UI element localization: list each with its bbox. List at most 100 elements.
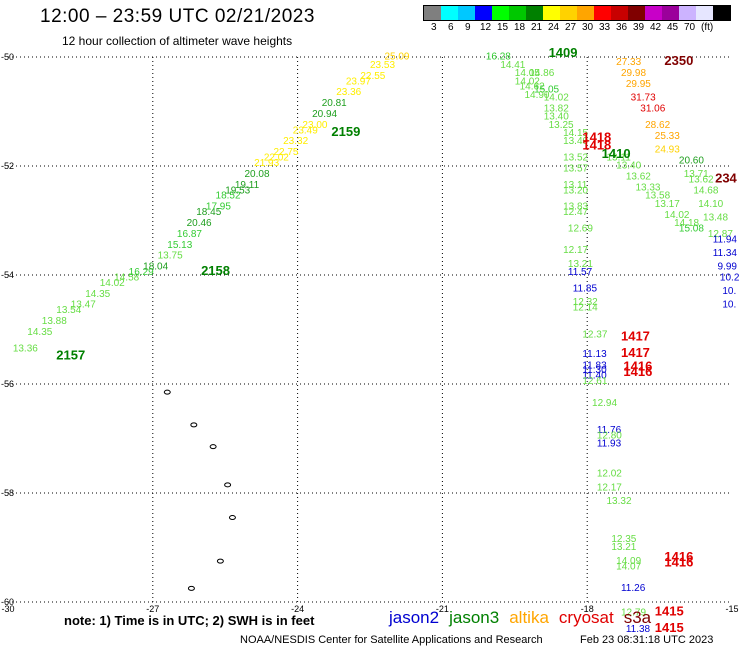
legend-swatch	[458, 6, 475, 20]
x-tick-label: -30	[1, 604, 14, 614]
wave-height-value: 13.75	[158, 251, 183, 262]
wave-height-value: 12.87	[708, 229, 733, 240]
wave-height-value: 13.40	[616, 161, 641, 172]
legend-swatch	[475, 6, 492, 20]
footnote: note: 1) Time is in UTC; 2) SWH is in fe…	[64, 613, 315, 628]
legend-label: 15	[497, 22, 509, 33]
wave-height-value: 11.93	[597, 439, 622, 450]
wave-height-value: 13.52	[563, 153, 588, 164]
mission-legend-item: altika	[509, 608, 549, 627]
wave-height-value: 14.41	[500, 60, 525, 71]
mission-legend-item: s3a	[623, 608, 652, 627]
wave-height-value: 13.17	[655, 199, 680, 210]
wave-height-value: 22.75	[273, 147, 298, 158]
x-tick-label: -27	[146, 604, 159, 614]
wave-height-value: 12.02	[597, 469, 622, 480]
wave-height-value: 15.13	[167, 240, 192, 251]
legend-label: 6	[448, 22, 454, 33]
legend-label: 12	[480, 22, 492, 33]
wave-height-value: 12.69	[568, 223, 593, 234]
wave-height-value: 20.60	[679, 155, 704, 166]
wave-height-value: 20.46	[187, 218, 212, 229]
legend-swatch	[696, 6, 713, 20]
pass-number-label: 2350	[664, 53, 693, 68]
wave-height-value: 31.73	[631, 93, 656, 104]
wave-height-value: 12.61	[582, 376, 607, 387]
wave-height-value: 14.09	[616, 556, 641, 567]
legend-label: 33	[599, 22, 611, 33]
generated-timestamp: Feb 23 08:31:18 UTC 2023	[580, 634, 714, 646]
wave-height-value: 14.86	[529, 68, 554, 79]
legend-label: 39	[633, 22, 645, 33]
wave-height-value: 14.90	[524, 90, 549, 101]
wave-height-value: 12.32	[573, 297, 598, 308]
wave-height-value: 20.81	[322, 98, 347, 109]
wave-height-value: 14.05	[515, 68, 540, 79]
wave-height-value: 11.40	[582, 371, 607, 382]
wave-height-value: 20.08	[245, 169, 270, 180]
island-outline	[190, 422, 198, 428]
wave-height-value: 13.57	[563, 163, 588, 174]
wave-height-value: 15.08	[679, 223, 704, 234]
wave-height-value: 14.15	[563, 128, 588, 139]
legend-swatch	[509, 6, 526, 20]
wave-height-value: 12.14	[573, 302, 598, 313]
island-outline	[163, 389, 171, 395]
wave-height-value: 12.80	[597, 431, 622, 442]
pass-number-label: 1416	[623, 364, 652, 379]
pass-number-label: 1409	[549, 45, 578, 60]
wave-height-value: 11.34	[713, 248, 738, 259]
pass-number-label: 1416	[623, 358, 652, 373]
wave-height-value: 14.58	[114, 272, 139, 283]
wave-height-value: 13.83	[563, 202, 588, 213]
wave-height-value: 29.98	[621, 68, 646, 79]
x-tick-label: -21	[436, 604, 449, 614]
y-tick-label: -60	[1, 597, 14, 607]
wave-height-value: 21.93	[254, 158, 279, 169]
wave-height-value: 11.26	[621, 583, 646, 594]
wave-height-value: 11.30	[582, 365, 607, 376]
wave-height-value: 11.83	[582, 361, 607, 372]
wave-height-value: 11.13	[582, 349, 607, 360]
wave-height-value: 13.71	[684, 169, 709, 180]
wave-height-value: 18.04	[143, 262, 168, 273]
mission-legend: jason2 jason3 altika cryosat s3a	[389, 608, 661, 628]
legend-swatch	[441, 6, 458, 20]
pass-number-label: 2157	[56, 347, 85, 362]
wave-height-value: 14.35	[27, 327, 52, 338]
legend-label: 70	[684, 22, 696, 33]
wave-height-value: 11.85	[573, 283, 598, 294]
wave-height-value: 13.36	[13, 343, 38, 354]
wave-height-value: 13.62	[626, 172, 651, 183]
island-outline	[228, 515, 236, 521]
wave-height-value: 10.	[722, 286, 736, 297]
wave-height-value: 13.48	[703, 213, 728, 224]
legend-swatch	[713, 6, 730, 20]
wave-height-value: 23.97	[346, 76, 371, 87]
pass-number-label: 1410	[602, 146, 631, 161]
wave-height-value: 23.00	[302, 120, 327, 131]
wave-height-value: 12.47	[563, 207, 588, 218]
pass-number-label: 1415	[655, 620, 684, 635]
mission-legend-item: jason2	[389, 608, 440, 627]
legend-swatch	[679, 6, 696, 20]
legend-swatch	[662, 6, 679, 20]
legend-label: 9	[465, 22, 471, 33]
pass-number-label: 2158	[201, 263, 230, 278]
wave-height-value: 28.62	[645, 120, 670, 131]
legend-label: 3	[431, 22, 437, 33]
wave-height-value: 12.37	[582, 330, 607, 341]
wave-height-value: 12.17	[563, 245, 588, 256]
legend-label: (ft)	[701, 22, 714, 33]
wave-height-value: 22.02	[264, 153, 289, 164]
legend-label: 36	[616, 22, 628, 33]
wave-height-value: 13.47	[71, 300, 96, 311]
pass-number-label: 1417	[621, 328, 650, 343]
wave-height-value: 12.94	[592, 398, 617, 409]
wave-height-value: 14.02	[100, 278, 125, 289]
wave-height-value: 14.02	[664, 210, 689, 221]
wave-height-value: 14.02	[515, 76, 540, 87]
wave-height-value: 10.	[722, 300, 736, 311]
legend-swatch	[543, 6, 560, 20]
